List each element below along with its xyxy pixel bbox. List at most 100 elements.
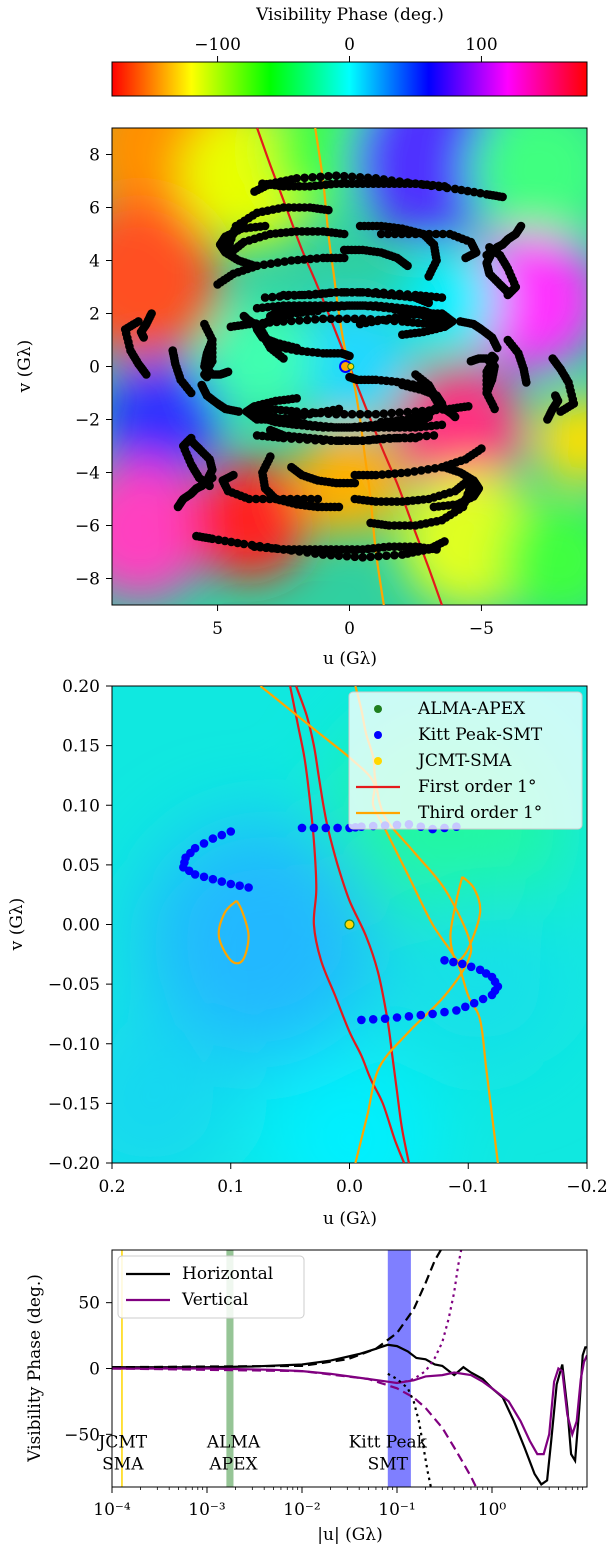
y-tick-label: 2 xyxy=(89,305,100,325)
uv-tracks xyxy=(120,171,579,562)
uv-point xyxy=(371,409,381,419)
uv-point xyxy=(332,171,341,180)
kitt-peak-smt-point xyxy=(449,957,458,967)
uv-point xyxy=(551,391,560,400)
uv-point xyxy=(134,317,143,326)
legend-marker xyxy=(374,757,382,765)
uv-point xyxy=(332,409,341,419)
kitt-peak-smt-point xyxy=(217,877,227,886)
uv-point xyxy=(431,229,441,239)
uv-point xyxy=(334,502,344,512)
uv-point xyxy=(258,179,267,188)
zoom-y-axis-label: v (Gλ) xyxy=(7,898,27,952)
kitt-peak-smt-point xyxy=(208,874,218,884)
uv-point xyxy=(313,494,323,504)
kitt-peak-smt-point xyxy=(333,823,342,833)
uv-point xyxy=(316,408,325,418)
third-order-curve xyxy=(259,686,499,1163)
uv-point xyxy=(300,173,309,183)
uv-point xyxy=(168,346,177,355)
uv-point xyxy=(398,550,407,559)
uv-point xyxy=(411,407,420,416)
legend-label: ALMA-APEX xyxy=(417,699,526,719)
legend-marker xyxy=(374,705,382,713)
x-tick-label: −5 xyxy=(469,619,494,639)
uv-point xyxy=(355,221,365,231)
uv-point xyxy=(390,316,399,326)
phase-profile-axes: 10⁻⁴ 10⁻³ 10⁻² 10⁻¹ 10⁰ 50 0 −50 xyxy=(64,1294,584,1520)
third-order-curve xyxy=(217,899,250,965)
kitt-peak-smt-point xyxy=(321,823,331,833)
legend-marker xyxy=(374,731,382,739)
kitt-peak-smt-point xyxy=(478,994,488,1004)
uv-point xyxy=(403,468,412,477)
first-order-curve xyxy=(295,686,410,1163)
uv-point xyxy=(556,407,565,416)
kitt-peak-smt-point xyxy=(392,1013,402,1022)
uv-point xyxy=(197,380,206,390)
y-tick-label: −0.10 xyxy=(48,1035,100,1055)
x-tick-label: 10⁰ xyxy=(478,1500,507,1520)
uv-point xyxy=(418,406,427,416)
uv-point xyxy=(293,255,303,265)
uv-point xyxy=(396,468,406,478)
phase-series-line xyxy=(404,1250,463,1383)
uv-point xyxy=(223,367,233,377)
uv-point xyxy=(279,290,288,300)
y-tick-label: −8 xyxy=(75,570,100,590)
station-band xyxy=(387,1250,411,1487)
uv-point xyxy=(258,494,268,504)
uv-plane-axes: 5 0 −5 8 6 4 2 0 −2 −4 −6 −8 xyxy=(75,146,494,640)
uv-point xyxy=(410,467,419,476)
uv-point xyxy=(374,315,383,325)
uv-point xyxy=(438,229,448,239)
uv-point xyxy=(260,221,270,231)
x-tick-label: 0 xyxy=(344,619,355,639)
uv-point xyxy=(192,531,201,541)
uv-point xyxy=(306,494,316,504)
uv-point xyxy=(299,255,309,264)
x-tick-label: 10⁻⁴ xyxy=(93,1500,131,1520)
center-marker xyxy=(347,363,355,370)
y-tick-label: −4 xyxy=(75,464,100,484)
uv-point xyxy=(498,192,507,202)
uv-point xyxy=(347,172,357,182)
uv-point xyxy=(208,473,217,483)
uv-point xyxy=(287,256,296,265)
uv-point xyxy=(358,553,368,562)
uv-point xyxy=(366,518,375,528)
uv-point xyxy=(377,470,387,479)
first-order-curve xyxy=(289,686,406,1163)
uv-point xyxy=(461,253,470,263)
kitt-peak-smt-point xyxy=(428,1009,437,1019)
zoom-legend: ALMA-APEX Kitt Peak-SMT JCMT-SMA First orde… xyxy=(348,691,583,830)
uv-point xyxy=(266,311,275,321)
kitt-peak-smt-point xyxy=(368,1015,378,1024)
uv-point xyxy=(382,316,391,325)
uv-point xyxy=(366,315,375,324)
y-tick-label: 0.20 xyxy=(62,677,100,697)
colorbar-gradient xyxy=(111,61,588,97)
band-annotation: JCMT xyxy=(97,1433,148,1453)
uv-point xyxy=(411,433,420,443)
profile-y-axis-label: Visibility Phase (deg.) xyxy=(25,1274,45,1463)
uv-point xyxy=(295,316,304,325)
center-markers xyxy=(339,360,355,373)
uv-point xyxy=(258,318,268,328)
uv-point xyxy=(350,494,360,504)
kitt-peak-smt-point xyxy=(226,827,236,836)
colorbar: Visibility Phase (deg.) −100 0 100 xyxy=(111,5,588,97)
uv-point xyxy=(342,551,352,561)
uv-point xyxy=(437,293,447,302)
uv-point xyxy=(382,551,391,560)
phase-series-line xyxy=(387,1372,432,1487)
uv-point xyxy=(403,407,412,417)
uv-point xyxy=(347,409,357,419)
kitt-peak-smt-point xyxy=(190,870,200,879)
kitt-peak-smt-point xyxy=(226,879,236,889)
y-tick-label: 0.10 xyxy=(62,796,100,816)
uv-point xyxy=(429,431,439,440)
uv-point xyxy=(324,205,333,215)
y-tick-label: −0.05 xyxy=(48,975,100,995)
